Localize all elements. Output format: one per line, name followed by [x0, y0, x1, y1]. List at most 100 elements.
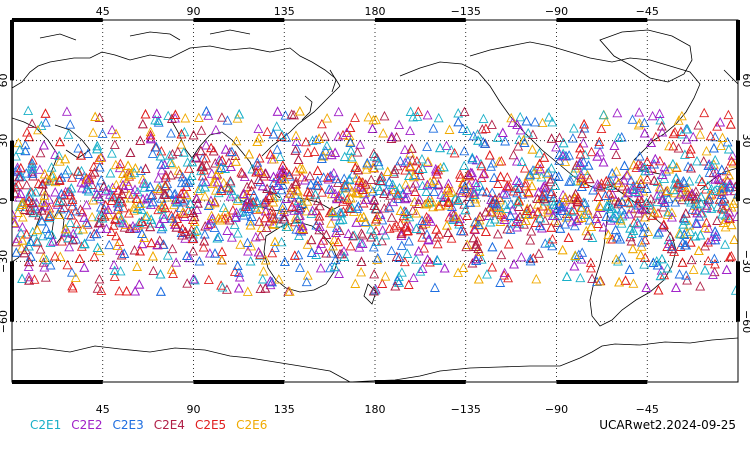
obs-triangle: [128, 189, 139, 199]
obs-triangle: [158, 239, 169, 249]
obs-triangle: [208, 145, 219, 156]
obs-triangle: [501, 189, 512, 199]
obs-triangle: [204, 248, 215, 258]
obs-triangle: [179, 194, 190, 205]
obs-triangle: [23, 105, 34, 116]
obs-triangle: [258, 266, 269, 276]
obs-triangle: [70, 272, 81, 283]
obs-triangle: [447, 214, 458, 224]
obs-triangle: [277, 200, 288, 210]
obs-triangle: [272, 106, 283, 116]
obs-triangle: [505, 224, 516, 234]
obs-triangle: [170, 194, 181, 204]
obs-triangle: [428, 123, 439, 133]
obs-triangle: [721, 264, 732, 275]
lon-label-bottom: −90: [545, 403, 568, 416]
obs-triangle: [176, 188, 187, 199]
obs-triangle: [316, 153, 327, 163]
obs-triangle: [569, 220, 580, 231]
obs-triangle: [162, 250, 173, 260]
obs-triangle: [250, 231, 261, 242]
obs-triangle: [148, 251, 158, 261]
obs-triangle: [702, 200, 713, 210]
obs-triangle: [281, 221, 292, 232]
frame-bar-top: [12, 18, 103, 22]
obs-triangle: [365, 183, 376, 194]
obs-triangle: [377, 176, 388, 186]
obs-triangle: [627, 243, 638, 254]
obs-triangle: [160, 189, 171, 199]
obs-triangle: [580, 197, 590, 208]
obs-triangle: [687, 188, 698, 198]
obs-triangle: [79, 262, 90, 272]
obs-triangle: [366, 174, 377, 185]
obs-triangle: [477, 186, 488, 196]
obs-triangle: [666, 243, 677, 254]
obs-triangle: [492, 132, 503, 142]
obs-triangle: [492, 207, 503, 218]
obs-triangle: [313, 180, 324, 191]
obs-triangle: [60, 223, 71, 234]
obs-triangle: [572, 196, 583, 207]
obs-triangle: [17, 235, 28, 245]
obs-triangle: [564, 210, 574, 221]
obs-triangle: [473, 219, 484, 230]
obs-triangle: [39, 190, 50, 200]
obs-triangle: [287, 201, 298, 211]
obs-triangle: [578, 137, 589, 148]
obs-triangle: [537, 190, 548, 201]
obs-triangle: [196, 125, 207, 135]
obs-triangle: [267, 212, 278, 223]
obs-triangle: [697, 176, 707, 187]
obs-triangle: [520, 177, 531, 188]
obs-triangle: [41, 254, 52, 265]
obs-triangle: [110, 159, 121, 170]
obs-triangle: [139, 182, 150, 192]
obs-triangle: [159, 189, 169, 199]
obs-triangle: [257, 274, 268, 284]
obs-triangle: [286, 109, 297, 119]
obs-triangle: [50, 176, 61, 187]
obs-triangle: [353, 164, 364, 175]
obs-triangle: [188, 233, 198, 243]
obs-triangle: [79, 238, 90, 249]
obs-triangle: [289, 250, 300, 260]
obs-triangle: [411, 223, 422, 233]
obs-triangle: [349, 230, 360, 240]
obs-triangle: [217, 282, 228, 292]
obs-triangle: [459, 106, 470, 117]
obs-triangle: [118, 179, 128, 190]
obs-triangle: [459, 145, 470, 156]
obs-triangle: [686, 197, 696, 207]
obs-triangle: [682, 124, 693, 134]
frame-bar-bottom: [556, 380, 648, 384]
obs-triangle: [380, 271, 391, 281]
obs-triangle: [203, 200, 214, 210]
obs-triangle: [368, 114, 379, 125]
lon-label-bottom: 180: [365, 403, 386, 416]
obs-triangle: [463, 169, 474, 179]
obs-triangle: [478, 168, 489, 179]
obs-triangle: [118, 217, 128, 228]
obs-triangle: [615, 215, 626, 225]
obs-triangle: [671, 282, 681, 292]
obs-triangle: [643, 226, 654, 236]
obs-triangle: [180, 176, 191, 187]
lat-label-left: −30: [0, 250, 10, 273]
obs-triangle: [403, 279, 414, 289]
obs-triangle: [619, 174, 629, 185]
obs-triangle: [421, 186, 432, 196]
obs-triangle: [616, 132, 627, 142]
obs-triangle: [641, 183, 652, 193]
obs-triangle: [36, 120, 47, 131]
obs-triangle: [168, 268, 179, 279]
obs-triangle: [729, 234, 738, 245]
obs-triangle: [100, 185, 111, 196]
obs-triangle: [552, 210, 563, 221]
obs-triangle: [571, 160, 582, 170]
lon-label-bottom: 90: [187, 403, 201, 416]
obs-triangle: [109, 271, 120, 281]
obs-triangle: [407, 205, 418, 215]
obs-triangle: [34, 210, 45, 220]
obs-triangle: [48, 170, 59, 180]
